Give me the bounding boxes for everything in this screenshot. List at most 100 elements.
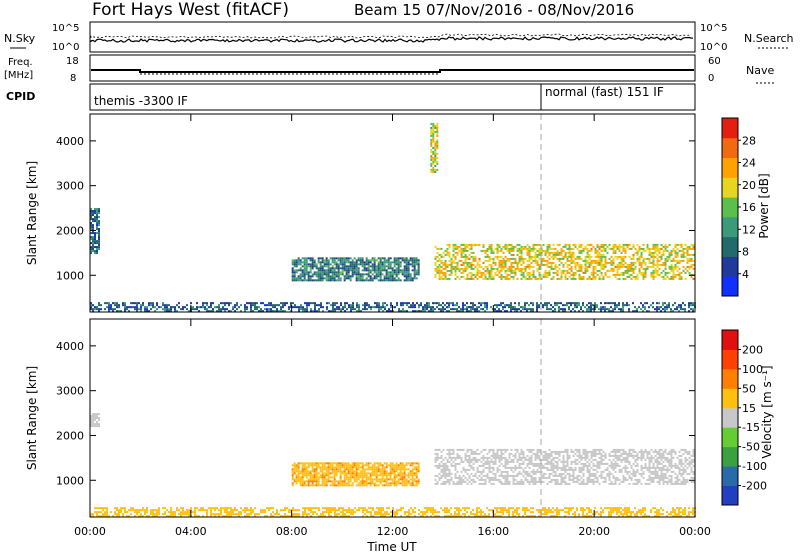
echo-cell [470,302,472,305]
echo-cell [162,513,164,516]
echo-cell [98,238,100,241]
echo-cell [624,251,627,254]
echo-cell [586,468,589,471]
echo-cell [462,243,465,246]
echo-cell [90,306,92,309]
echo-cell [458,267,461,270]
echo-cell [327,271,330,274]
echo-cell [371,277,374,280]
echo-cell [397,482,400,485]
echo-cell [351,271,354,274]
echo-cell [516,482,519,485]
echo-cell [638,271,641,274]
echo-cell [680,308,682,311]
echo-cell [323,271,326,274]
echo-cell [524,306,526,309]
echo-cell [518,462,521,465]
echo-cell [638,450,641,453]
echo-cell [662,269,665,272]
echo-cell [508,243,511,246]
echo-cell [526,277,529,280]
echo-cell [210,306,212,309]
echo-cell [464,269,467,272]
echo-cell [600,306,602,309]
echo-cell [393,259,396,262]
echo-cell [608,454,611,457]
echo-cell [407,277,410,280]
echo-cell [174,306,176,309]
echo-cell [90,308,92,311]
echo-cell [355,474,358,477]
echo-cell [114,507,116,510]
echo-cell [522,482,525,485]
echo-cell [321,271,324,274]
echo-cell [664,472,667,475]
echo-cell [297,470,300,473]
echo-cell [490,277,493,280]
echo-cell [454,476,457,479]
echo-cell [462,466,465,469]
echo-cell [650,478,653,481]
echo-cell [564,468,567,471]
echo-cell [548,247,551,250]
echo-cell [454,269,457,272]
echo-cell [634,458,637,461]
echo-cell [574,273,577,276]
echo-cell [656,257,659,260]
echo-cell [664,263,667,266]
echo-cell [424,304,426,307]
echo-cell [548,257,551,260]
echo-cell [632,257,635,260]
echo-cell [674,243,677,246]
echo-cell [480,472,483,475]
echo-cell [474,474,477,477]
echo-cell [333,275,336,278]
echo-cell [130,302,132,305]
echo-cell [558,257,561,260]
echo-cell [480,464,483,467]
echo-cell [504,462,507,465]
echo-cell [532,448,535,451]
echo-cell [588,308,590,311]
echo-cell [180,308,182,311]
echo-cell [456,452,459,455]
echo-cell [634,472,637,475]
echo-cell [652,269,655,272]
echo-cell [690,265,693,268]
echo-cell [548,452,551,455]
echo-cell [367,261,370,264]
echo-cell [524,470,527,473]
echo-cell [373,259,376,262]
echo-cell [572,308,574,311]
echo-cell [98,413,100,416]
echo-cell [438,448,441,451]
echo-cell [340,302,342,305]
echo-cell [598,462,601,465]
echo-cell [500,458,503,461]
echo-cell [650,456,653,459]
echo-cell [622,263,625,266]
echo-cell [124,302,126,305]
echo-cell [572,261,575,264]
echo-cell [320,306,322,309]
echo-cell [668,464,671,467]
echo-cell [532,245,535,248]
echo-cell [391,482,394,485]
echo-cell [379,464,382,467]
echo-cell [568,456,571,459]
echo-cell [486,271,489,274]
echo-cell [628,460,631,463]
echo-cell [351,269,354,272]
echo-cell [680,458,683,461]
echo-cell [622,480,625,483]
echo-cell [534,277,537,280]
echo-cell [329,464,332,467]
echo-cell [321,478,324,481]
echo-cell [496,468,499,471]
echo-cell [486,249,489,252]
echo-cell [150,304,152,307]
echo-cell [90,246,92,249]
echo-cell [430,126,433,129]
echo-cell [624,460,627,463]
